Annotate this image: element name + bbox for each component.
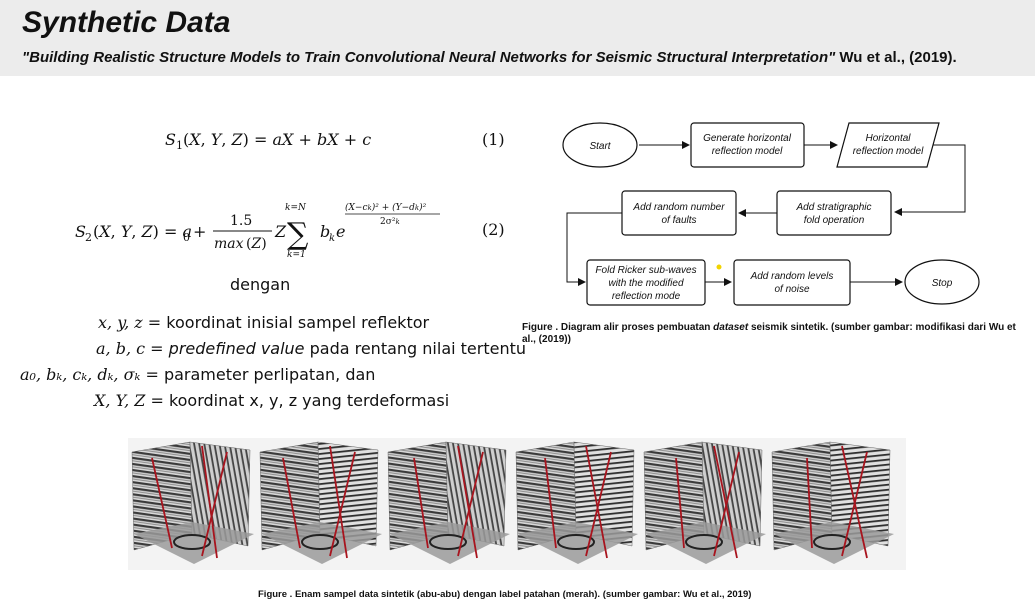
definition-lhs: x, y, z = xyxy=(98,313,162,332)
flow-fold-node xyxy=(586,259,706,306)
definition-row: x, y, z = koordinat inisial sampel refle… xyxy=(98,313,429,332)
flow-horizontal-label: reflection model xyxy=(853,146,924,157)
flow-fold-label: reflection mode xyxy=(612,291,681,302)
svg-text:0: 0 xyxy=(183,231,190,244)
svg-text:Z: Z xyxy=(274,222,287,241)
seismic-cube xyxy=(259,441,382,564)
definition-row: a₀, bₖ, cₖ, dₖ, σₖ = parameter perlipata… xyxy=(20,365,375,384)
equation-1: S1(X, Y, Z) = aX + bX + c xyxy=(165,130,372,153)
seismic-cube xyxy=(131,441,254,564)
flow-stop-node xyxy=(904,259,980,305)
svg-text:max: max xyxy=(214,236,244,252)
flow-faults-label: Add random number xyxy=(632,202,725,213)
seismic-cube xyxy=(387,441,510,564)
definition-rhs: parameter perlipatan, dan xyxy=(163,365,376,384)
paper-reference: Wu et al., (2019). xyxy=(835,49,957,66)
flow-stop-label: Stop xyxy=(932,278,953,289)
flow-noise-node xyxy=(733,259,851,306)
svg-text:e: e xyxy=(336,222,345,241)
slide-subtitle: "Building Realistic Structure Models to … xyxy=(22,49,957,66)
definition-lhs: X, Y, Z = xyxy=(94,391,164,410)
svg-text:2σ²k: 2σ²k xyxy=(380,217,400,227)
svg-text:1.5: 1.5 xyxy=(230,213,252,229)
flow-generate-node xyxy=(690,122,805,168)
equation-2-number: (2) xyxy=(482,220,505,239)
flow-fold-label: with the modified xyxy=(608,278,683,289)
flow-faults-label: of faults xyxy=(661,215,696,226)
flow-stratigraphic-label: Add stratigraphic xyxy=(795,202,871,213)
yellow-dot-icon xyxy=(716,264,722,270)
paper-title: "Building Realistic Structure Models to … xyxy=(22,49,836,66)
svg-text:b: b xyxy=(320,222,330,241)
equation-2: S 2 (X, Y, Z) = a 0 + 1.5 max (Z) Z ∑ k=… xyxy=(75,200,455,260)
equation-2-svg: S 2 (X, Y, Z) = a 0 + 1.5 max (Z) Z ∑ k=… xyxy=(75,202,440,260)
svg-text:k: k xyxy=(329,233,335,244)
svg-text:(Z): (Z) xyxy=(246,236,267,252)
svg-text:S: S xyxy=(75,222,86,241)
definition-row: a, b, c = predefined value pada rentang … xyxy=(96,339,526,358)
svg-text:2: 2 xyxy=(85,231,92,244)
flow-noise-label: Add random levels xyxy=(750,271,834,282)
flow-faults-node xyxy=(621,190,737,236)
caption-italic: dataset xyxy=(713,322,749,333)
slide-header: Synthetic Data "Building Realistic Struc… xyxy=(0,0,1035,76)
seismic-cube xyxy=(515,441,638,564)
flow-horizontal-node xyxy=(836,122,940,168)
flow-generate-label: Generate horizontal xyxy=(703,133,792,144)
flow-start-label: Start xyxy=(589,141,611,152)
caption-prefix: Figure . Diagram alir proses pembuatan xyxy=(522,322,714,333)
flowchart: Start Generate horizontal reflection mod… xyxy=(555,115,985,319)
definition-rhs: koordinat inisial sampel reflektor xyxy=(166,313,430,332)
flow-stratigraphic-label: fold operation xyxy=(804,215,865,226)
svg-text:∑: ∑ xyxy=(287,217,309,252)
definition-lhs: a, b, c = xyxy=(96,339,164,358)
svg-text:(X, Y, Z) = a: (X, Y, Z) = a xyxy=(93,222,192,241)
definition-row: X, Y, Z = koordinat x, y, z yang terdefo… xyxy=(94,391,449,410)
flow-noise-label: of noise xyxy=(774,284,809,295)
flow-fold-label: Fold Ricker sub-waves xyxy=(595,265,696,276)
dengan-text: dengan xyxy=(230,275,291,294)
equation-1-number: (1) xyxy=(482,130,505,149)
definition-lhs: a₀, bₖ, cₖ, dₖ, σₖ = xyxy=(20,365,159,384)
samples-caption: Figure . Enam sampel data sintetik (abu-… xyxy=(258,589,752,600)
svg-text:+: + xyxy=(193,222,206,241)
definition-rhs: pada rentang nilai tertentu xyxy=(304,339,527,358)
svg-text:k=1: k=1 xyxy=(287,250,306,260)
flow-start-node xyxy=(562,122,638,168)
seismic-cube xyxy=(771,441,894,564)
slide-title: Synthetic Data xyxy=(22,6,231,39)
caption-suffix: seismik sintetik. (sumber gambar: modifi… xyxy=(522,322,1016,345)
definition-rhs-italic: predefined value xyxy=(168,339,305,358)
flowchart-caption: Figure . Diagram alir proses pembuatan d… xyxy=(522,322,1022,346)
flow-stratigraphic-node xyxy=(776,190,892,236)
flow-horizontal-label: Horizontal xyxy=(865,133,911,144)
svg-text:(X−ck)² + (Y−dk)²: (X−ck)² + (Y−dk)² xyxy=(345,202,427,213)
definition-rhs: koordinat x, y, z yang terdeformasi xyxy=(168,391,450,410)
svg-text:k=N: k=N xyxy=(285,203,307,213)
seismic-cube xyxy=(643,441,766,564)
flow-generate-label: reflection model xyxy=(712,146,783,157)
seismic-samples-figure xyxy=(128,438,906,570)
